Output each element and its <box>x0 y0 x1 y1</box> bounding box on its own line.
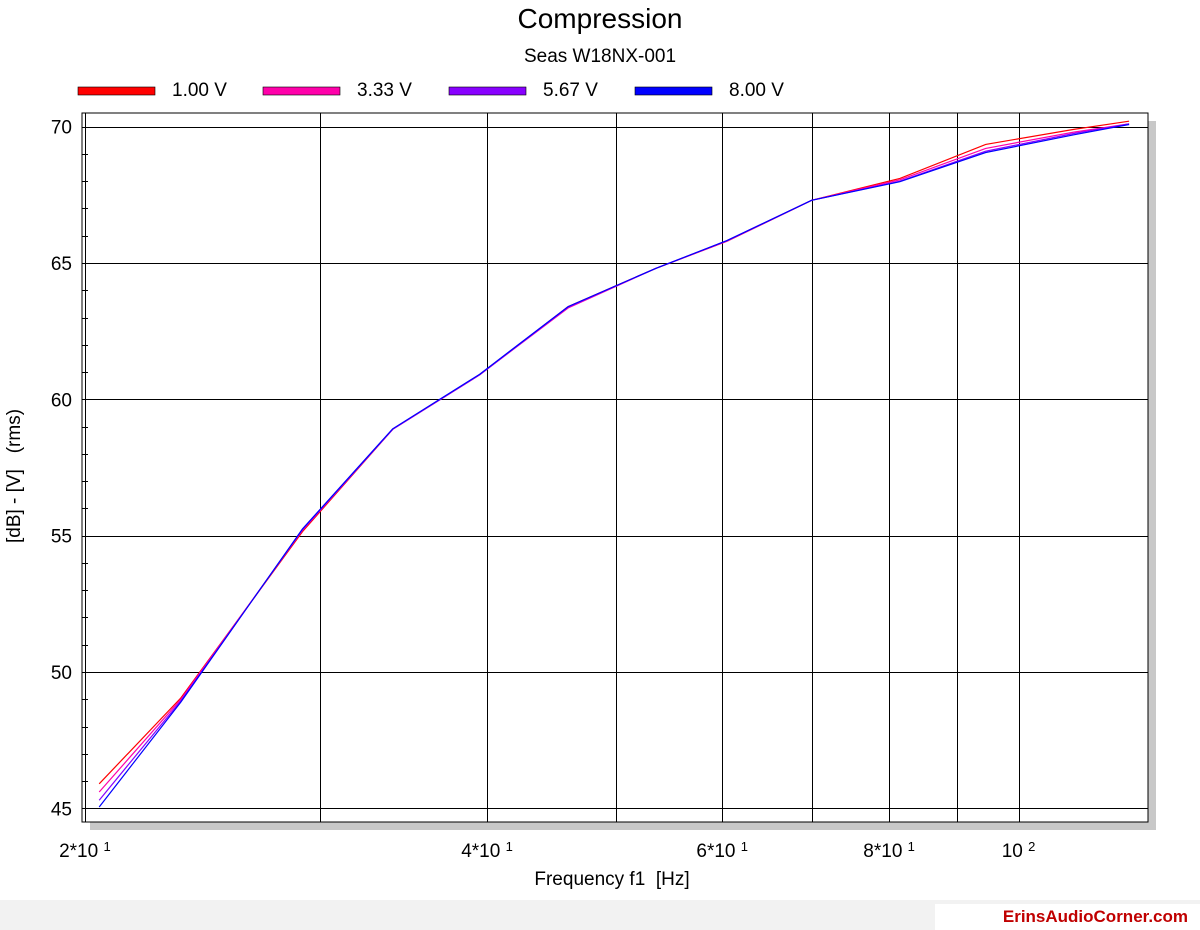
y-tick-label: 70 <box>51 118 72 139</box>
y-tick-label: 55 <box>51 527 72 548</box>
legend: 1.00 V 3.33 V 5.67 V 8.00 V <box>77 80 784 101</box>
chart-title: Compression <box>518 3 683 34</box>
series-line <box>98 123 1130 808</box>
x-tick-label: 8*10 1 <box>863 839 915 862</box>
y-minor-ticks <box>82 127 91 809</box>
y-tick-label: 50 <box>51 663 72 684</box>
y-tick-label: 60 <box>51 390 72 411</box>
legend-swatch <box>77 86 156 96</box>
legend-label: 3.33 V <box>357 80 412 101</box>
legend-label: 5.67 V <box>543 80 598 101</box>
legend-label: 1.00 V <box>172 80 227 101</box>
x-tick-label: 2*10 1 <box>59 839 111 862</box>
y-tick-labels: 45 50 55 60 65 70 <box>51 118 72 821</box>
legend-swatch <box>262 86 341 96</box>
chart: 45 50 55 60 65 70 2*10 1 4*10 1 6*10 1 8*10 1 10 … <box>4 3 1156 890</box>
y-tick-label: 45 <box>51 799 72 820</box>
chart-subtitle: Seas W18NX-001 <box>524 46 676 67</box>
y-axis-label: [dB] - [V] (rms) <box>4 409 25 543</box>
plot-area <box>81 112 1149 823</box>
y-tick-label: 65 <box>51 254 72 275</box>
footer-brand: ErinsAudioCorner.com <box>935 904 1200 930</box>
x-tick-label: 4*10 1 <box>461 839 513 862</box>
series-lines <box>98 120 1130 808</box>
x-axis-label: Frequency f1 [Hz] <box>534 869 689 890</box>
legend-label: 8.00 V <box>729 80 784 101</box>
legend-swatch <box>634 86 713 96</box>
x-tick-labels: 2*10 1 4*10 1 6*10 1 8*10 1 10 2 <box>59 839 1035 862</box>
x-tick-label: 6*10 1 <box>696 839 748 862</box>
grid-lines <box>82 113 1148 822</box>
legend-swatch <box>448 86 527 96</box>
x-tick-label: 10 2 <box>1002 839 1036 862</box>
